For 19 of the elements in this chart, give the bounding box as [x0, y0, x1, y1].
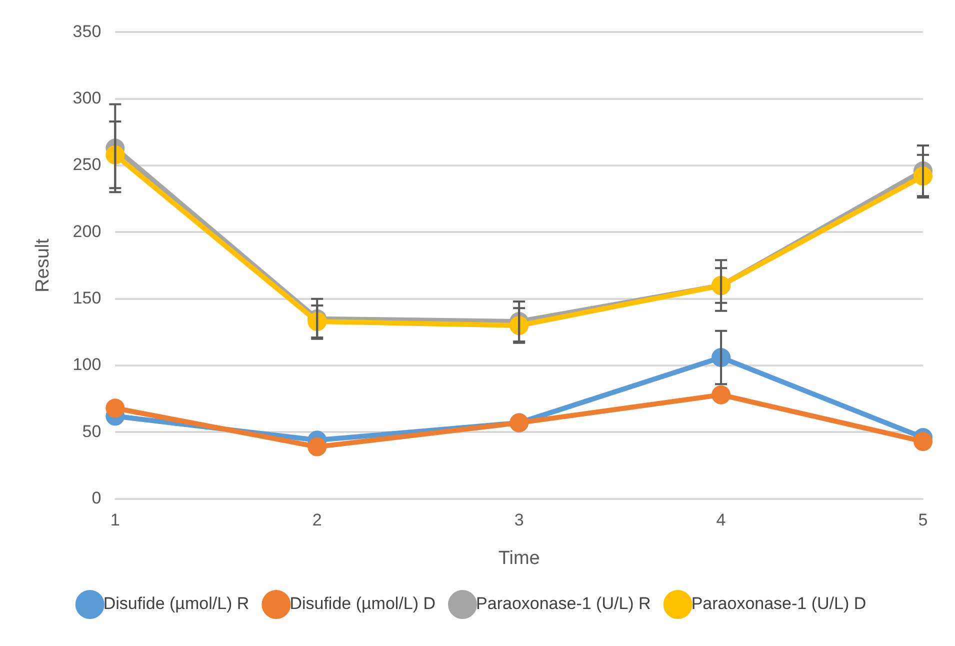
x-tick-label: 2	[312, 510, 322, 530]
y-axis-title: Result	[32, 238, 54, 292]
x-tick-label: 4	[716, 510, 726, 530]
legend-label: Paraoxonase-1 (U/L) R	[476, 594, 651, 614]
legend-label: Paraoxonase-1 (U/L) D	[691, 594, 866, 614]
y-tick-label: 350	[72, 22, 102, 41]
x-tick-label: 5	[918, 510, 928, 530]
y-tick-label: 50	[82, 422, 102, 441]
y-tick-label: 300	[72, 88, 102, 108]
y-tick-label: 250	[72, 155, 102, 174]
legend-label: Disufide (µmol/L) R	[103, 594, 250, 614]
x-tick-label: 3	[514, 510, 524, 530]
y-tick-label: 150	[72, 288, 102, 308]
x-tick-label: 1	[110, 510, 120, 530]
y-tick-label: 100	[72, 355, 102, 374]
legend-label: Disufide (µmol/L) D	[290, 594, 436, 614]
y-tick-label: 200	[72, 222, 102, 241]
x-axis-title: Time	[498, 548, 540, 569]
y-tick-label: 0	[92, 488, 102, 508]
